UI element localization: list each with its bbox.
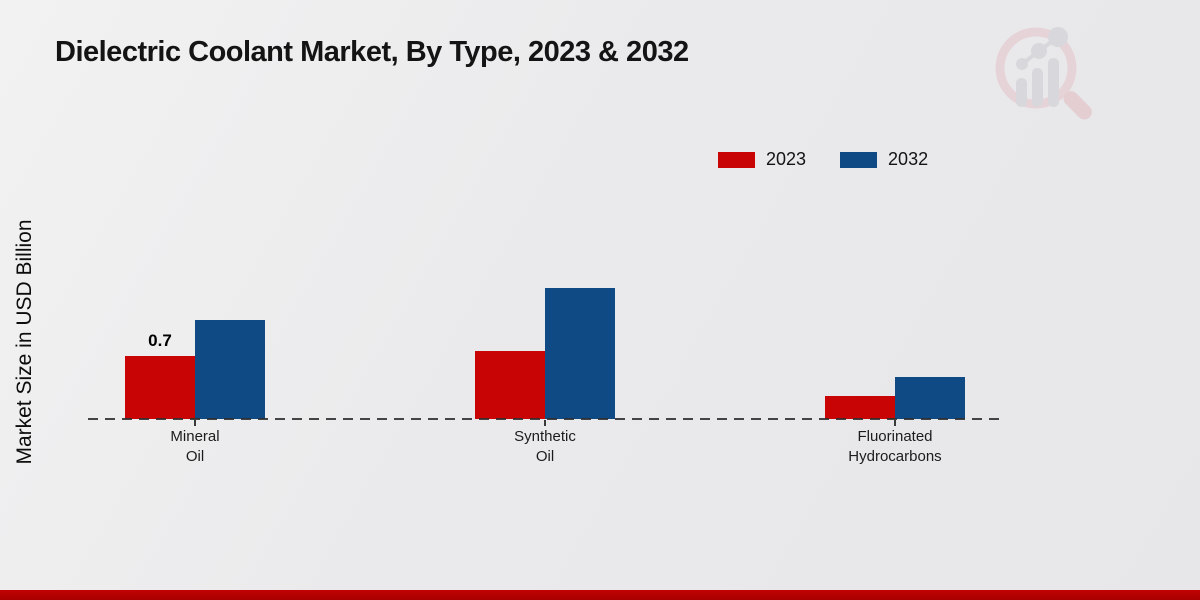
magnifier-bar-chart-icon (995, 27, 1092, 120)
legend-swatch-2023 (718, 151, 755, 168)
legend-swatch-2032 (840, 151, 878, 168)
x-axis-tick (894, 420, 896, 426)
bar-2032-synthetic-oil (545, 288, 615, 419)
bar-2023-fluorinated-hydrocarbons (825, 396, 895, 419)
footer-red-band (0, 590, 1200, 600)
legend-label-2023: 2023 (766, 149, 807, 169)
chart-title: Dielectric Coolant Market, By Type, 2023… (55, 36, 689, 68)
bar-2032-mineral-oil (195, 320, 265, 419)
category-label-fluorinated-hydrocarbons: Fluorinated Hydrocarbons (848, 428, 942, 465)
bar-2023-mineral-oil (125, 356, 195, 419)
bar-2023-synthetic-oil (475, 351, 545, 419)
category-label-synthetic-oil: Synthetic Oil (514, 428, 576, 465)
zero-baseline (88, 418, 1006, 420)
legend-item-2023: 2023 (718, 149, 806, 170)
mrfr-logo-watermark (985, 20, 1103, 127)
legend-label-2032: 2032 (888, 149, 929, 169)
bar-value-label: 0.7 (148, 331, 172, 350)
legend-item-2032: 2032 (840, 149, 928, 170)
x-axis-tick (544, 420, 546, 426)
bar-2032-fluorinated-hydrocarbons (895, 377, 965, 419)
legend: 2023 2032 (718, 149, 928, 170)
category-label-mineral-oil: Mineral Oil (170, 428, 220, 465)
x-axis-tick (194, 420, 196, 426)
